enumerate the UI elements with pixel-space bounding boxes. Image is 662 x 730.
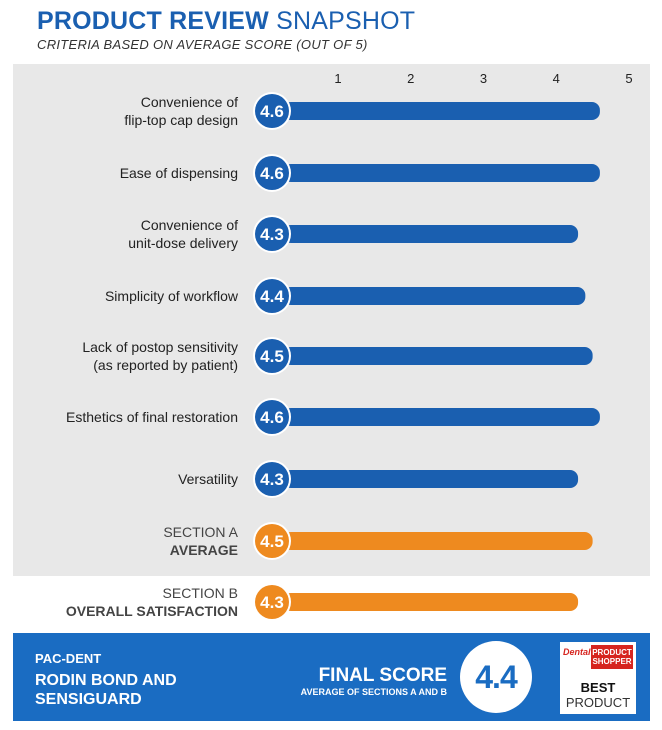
x-tick-label: 4 <box>553 71 560 86</box>
score-badge <box>255 279 289 313</box>
title-bold: PRODUCT REVIEW <box>37 7 269 35</box>
score-badge-value: 4.4 <box>260 287 284 306</box>
final-score-badge: 4.4 <box>460 641 532 713</box>
page-subtitle: CRITERIA BASED ON AVERAGE SCORE (OUT OF … <box>37 37 368 52</box>
category-label-line: Versatility <box>178 471 238 487</box>
score-badge <box>255 524 289 558</box>
category-label-line: Lack of postop sensitivity <box>82 339 238 355</box>
category-label: Lack of postop sensitivity (as reported b… <box>82 339 238 373</box>
x-tick-label: 3 <box>480 71 487 86</box>
award-best: BEST <box>580 680 616 695</box>
score-badge-value: 4.6 <box>260 408 284 427</box>
award-product: PRODUCT <box>565 695 631 710</box>
title-light: SNAPSHOT <box>276 7 416 35</box>
category-label-line: Convenience of <box>141 217 238 233</box>
score-bar <box>283 347 593 365</box>
page-title: PRODUCT REVIEW SNAPSHOT <box>37 6 415 36</box>
final-score-label: FINAL SCORE <box>318 665 447 686</box>
category-label: SECTION A AVERAGE <box>163 524 238 558</box>
score-badge-value: 4.3 <box>260 593 284 612</box>
award-brand-box: PRODUCT SHOPPER <box>591 645 633 669</box>
score-badge-value: 4.6 <box>260 102 284 121</box>
score-badge-value: 4.5 <box>260 347 284 366</box>
final-score-band: PAC-DENT RODIN BOND AND SENSIGUARD FINAL… <box>13 633 650 721</box>
score-badge <box>255 156 289 190</box>
category-label: Simplicity of workflow <box>105 288 239 304</box>
category-label: Convenience of unit-dose delivery <box>128 217 238 251</box>
category-label-line: flip-top cap design <box>124 112 238 128</box>
criteria-panel <box>13 64 650 576</box>
score-badge <box>255 339 289 373</box>
category-label-line: Ease of dispensing <box>120 165 238 181</box>
category-label-line: unit-dose delivery <box>128 235 238 251</box>
score-badge-value: 4.3 <box>260 470 284 489</box>
x-tick-label: 2 <box>407 71 414 86</box>
score-badge-value: 4.6 <box>260 164 284 183</box>
product-maker: PAC-DENT <box>35 651 102 666</box>
category-label-line: SECTION A <box>163 524 238 540</box>
score-bar <box>283 287 586 305</box>
score-bar <box>283 532 593 550</box>
score-bar-chart: 1 2 3 4 5 Convenience of flip-top cap design 4.… <box>66 71 633 621</box>
score-badge <box>255 585 289 619</box>
score-badge <box>255 217 289 251</box>
final-score-subtitle: AVERAGE OF SECTIONS A AND B <box>300 687 447 697</box>
score-bar <box>283 470 579 488</box>
category-label: Esthetics of final restoration <box>66 409 238 425</box>
category-label: SECTION B OVERALL SATISFACTION <box>66 585 238 619</box>
x-tick-label: 5 <box>625 71 632 86</box>
category-label: Convenience of flip-top cap design <box>124 94 238 128</box>
category-label-line: Esthetics of final restoration <box>66 409 238 425</box>
product-name: RODIN BOND AND SENSIGUARD <box>35 672 177 708</box>
score-badge-value: 4.3 <box>260 225 284 244</box>
category-label-line: (as reported by patient) <box>93 357 238 373</box>
category-label-line: OVERALL SATISFACTION <box>66 603 238 619</box>
category-label-line: Simplicity of workflow <box>105 288 239 304</box>
score-bar <box>283 408 600 426</box>
score-bar <box>283 225 579 243</box>
award-brand-dental: Dental <box>563 647 591 657</box>
score-badge <box>255 462 289 496</box>
x-tick-label: 1 <box>334 71 341 86</box>
category-label: Ease of dispensing <box>120 165 238 181</box>
score-badge-value: 4.5 <box>260 532 284 551</box>
award-brand: Dental PRODUCT SHOPPER <box>563 645 633 669</box>
category-label-line: SECTION B <box>163 585 238 601</box>
category-label: Versatility <box>178 471 238 487</box>
score-badge <box>255 94 289 128</box>
score-bar <box>283 102 600 120</box>
score-bar <box>283 593 579 611</box>
best-product-award-logo: Dental PRODUCT SHOPPER BEST PRODUCT <box>560 642 636 714</box>
category-label-line: Convenience of <box>141 94 238 110</box>
score-badge <box>255 400 289 434</box>
category-label-line: AVERAGE <box>170 542 238 558</box>
score-bar <box>283 164 600 182</box>
